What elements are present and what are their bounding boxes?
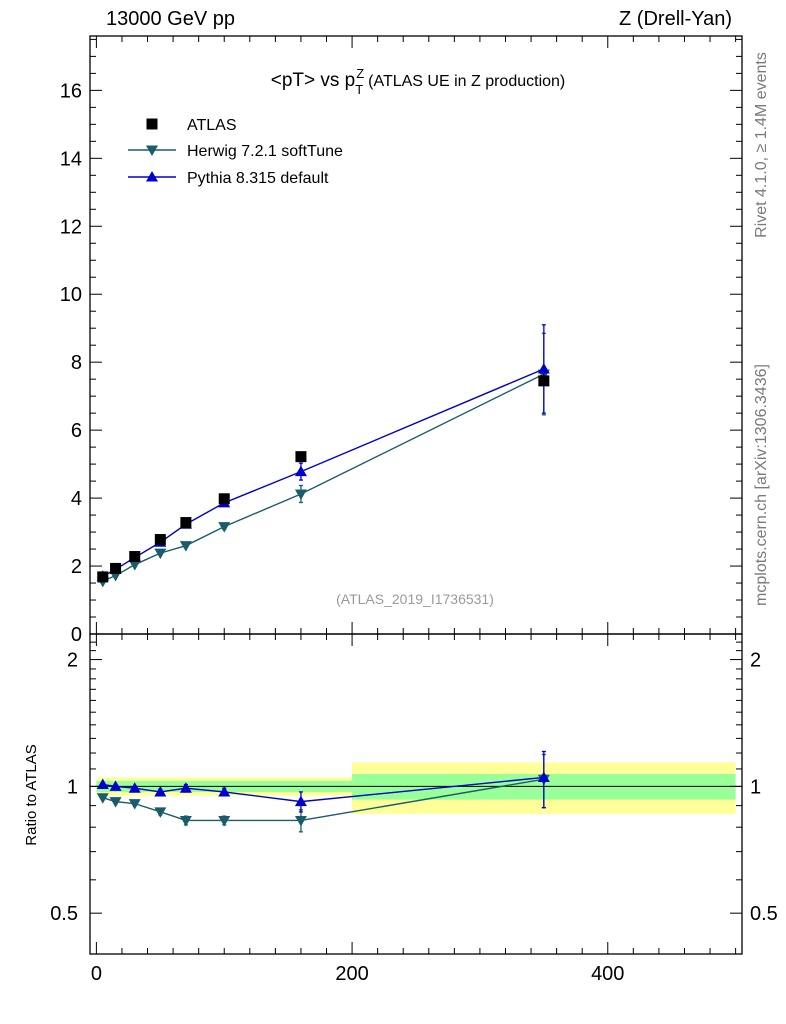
atlas-point (218, 493, 230, 505)
pythia-ratio-point (128, 782, 141, 793)
header-right: Z (Drell-Yan) (619, 8, 732, 30)
pythia-point (294, 465, 307, 477)
herwig-point (154, 548, 167, 560)
pythia-ratio-point (218, 785, 231, 797)
axes-grid (89, 35, 743, 955)
title-suffix: (ATLAS UE in Z production) (368, 73, 565, 90)
legend: ATLAS Herwig 7.2.1 softTune Pythia 8.315 d… (128, 117, 343, 187)
atlas-point (154, 534, 166, 546)
ratio-frame (89, 633, 743, 955)
pythia-ratio-point (294, 795, 307, 807)
y-tick-label: 16 (60, 80, 82, 102)
ratio-tick-label: 2 (67, 650, 78, 672)
ratio-tick-label: 0.5 (750, 903, 778, 925)
herwig-ratio-point (154, 807, 167, 818)
herwig-ratio-point (128, 799, 141, 810)
ratio-tick-label: 1 (750, 776, 761, 798)
herwig-point (218, 522, 231, 533)
legend-atlas-marker (146, 118, 158, 130)
y-tick-label: 4 (71, 488, 82, 510)
pythia-ratio-point (537, 771, 550, 782)
atlas-point (129, 551, 141, 563)
pythia-point (537, 362, 550, 374)
pythia-line (102, 368, 545, 577)
ratio-tick-label: 0.5 (50, 903, 78, 925)
legend-label: Pythia 8.315 default (187, 170, 329, 187)
ratio-tick-label: 1 (67, 776, 78, 798)
x-tick-label: 200 (335, 963, 368, 985)
pythia-ratio-point (96, 778, 109, 790)
atlas-point (97, 571, 109, 583)
x-tick-label: 0 (91, 963, 102, 985)
watermark: (ATLAS_2019_I1736531) (336, 591, 494, 607)
chart-title: <pT> vs pZ T (ATLAS UE in Z production) (271, 66, 566, 97)
herwig-line (102, 373, 545, 582)
title-prefix: <pT> vs p (271, 70, 356, 91)
pythia-ratio-point (179, 782, 192, 793)
y-tick-label: 10 (60, 284, 82, 306)
atlas-point (538, 375, 550, 387)
y-tick-label: 2 (71, 556, 82, 578)
legend-marker (146, 171, 158, 182)
herwig-point (294, 489, 307, 501)
series-layer (96, 324, 550, 833)
x-tick-label: 400 (591, 963, 624, 985)
y-tick-label: 0 (71, 624, 82, 646)
ratio-ylabel: Ratio to ATLAS (23, 744, 40, 845)
herwig-point (128, 560, 141, 571)
atlas-point (295, 451, 307, 463)
herwig-point (179, 541, 192, 552)
atlas-point (180, 517, 192, 529)
y-tick-label: 14 (60, 148, 82, 170)
herwig-ratio-point (109, 797, 122, 808)
y-tick-label: 6 (71, 420, 82, 442)
ratio-tick-label: 2 (750, 650, 761, 672)
pythia-ratio-point (154, 785, 167, 797)
pythia-ratio-point (109, 780, 122, 791)
herwig-ratio-point (96, 793, 109, 804)
title-sub: T (355, 82, 363, 97)
herwig-ratio-point (294, 815, 307, 827)
herwig-ratio-point (218, 815, 231, 827)
y-tick-label: 8 (71, 352, 82, 374)
atlas-point (110, 562, 122, 574)
title-sup: Z (356, 66, 364, 81)
y-tick-label: 12 (60, 216, 82, 238)
legend-label: ATLAS (187, 117, 237, 134)
herwig-ratio-point (179, 815, 192, 827)
header-left: 13000 GeV pp (106, 8, 235, 30)
legend-label: Herwig 7.2.1 softTune (187, 143, 343, 160)
legend-marker (146, 145, 158, 156)
